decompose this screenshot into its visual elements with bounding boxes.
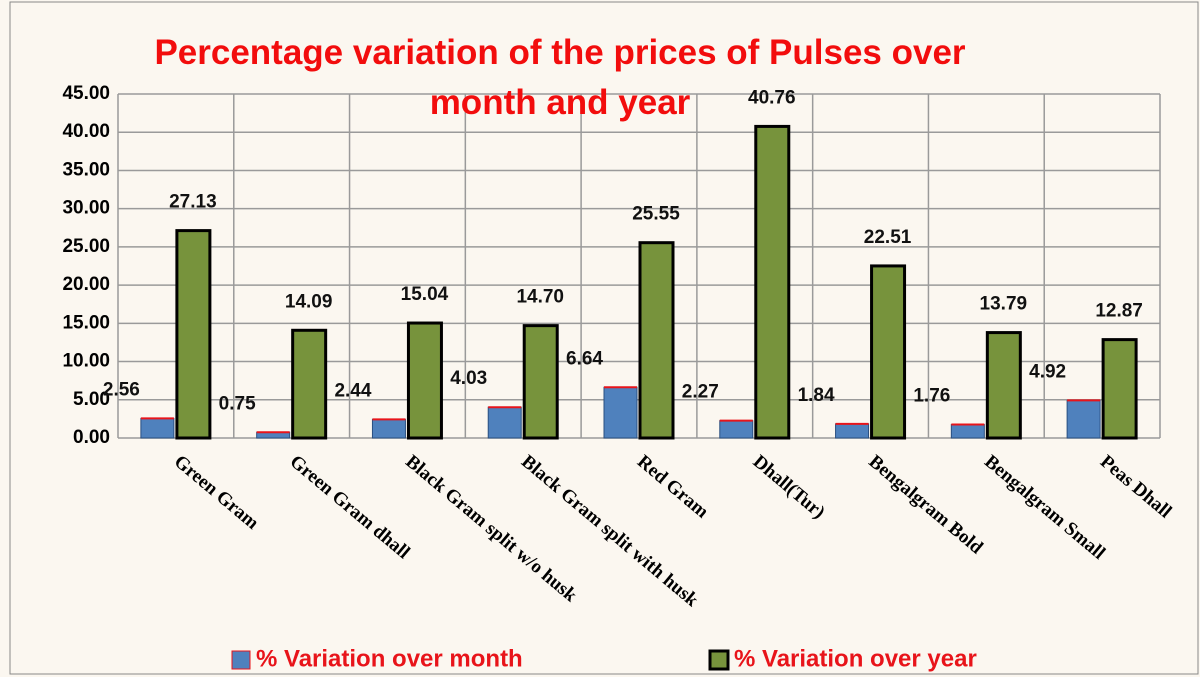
value-label: 1.84 [798,385,835,406]
bar [754,124,791,440]
bar [371,418,406,439]
value-label: 2.27 [682,382,719,403]
value-label: 13.79 [980,294,1028,315]
value-label: 2.56 [103,379,140,400]
value-label: 40.76 [748,87,796,108]
bar [522,324,559,440]
value-label: 22.51 [864,227,912,248]
bar [603,386,638,439]
y-tick-label: 40.00 [62,121,110,142]
value-label: 4.92 [1029,361,1066,382]
value-label: 6.64 [566,348,603,369]
bar [950,424,985,439]
legend-swatch [708,649,730,671]
y-tick-label: 10.00 [62,351,110,372]
bar [175,229,212,440]
y-tick-label: 0.00 [73,427,110,448]
x-tick-label: Bengalgram Small [980,451,1109,564]
value-label: 25.55 [632,204,680,225]
legend-label: % Variation over year [734,645,977,672]
y-tick-label: 20.00 [62,274,110,295]
y-tick-label: 30.00 [62,198,110,219]
bar [291,328,328,440]
bar [1066,399,1101,439]
legend-label: % Variation over month [256,645,523,672]
value-label: 14.70 [516,287,564,308]
bar [835,423,870,439]
y-tick-label: 5.00 [73,389,110,410]
x-tick-label: Peas Dhall [1096,451,1175,522]
value-label: 1.76 [913,386,950,407]
bar [985,331,1022,440]
frame [9,1,1199,675]
value-label: 15.04 [401,284,449,305]
y-tick-label: 35.00 [62,159,110,180]
y-tick-label: 15.00 [62,312,110,333]
x-tick-label: Red Gram [633,451,713,522]
x-tick-label: Bengalgram Bold [865,451,988,559]
value-label: 4.03 [450,368,487,389]
legend-swatch [231,650,251,670]
y-tick-label: 25.00 [62,236,110,257]
value-label: 0.75 [219,393,256,414]
x-tick-label: Dhall(Tur) [749,451,829,523]
bar [870,264,907,440]
value-label: 2.44 [334,380,371,401]
bar [719,420,754,439]
value-label: 14.09 [285,291,333,312]
chart-title: Percentage variation of the prices of Pu… [154,33,966,122]
bar [140,417,175,439]
value-label: 27.13 [169,192,217,213]
value-label: 12.87 [1095,301,1143,322]
bar [638,241,675,440]
bar [1101,338,1138,440]
bar [406,321,443,440]
bar [487,406,522,439]
x-tick-label: Green Gram dhall [286,451,414,563]
y-tick-label: 45.00 [62,83,110,104]
x-tick-label: Green Gram [170,451,263,534]
